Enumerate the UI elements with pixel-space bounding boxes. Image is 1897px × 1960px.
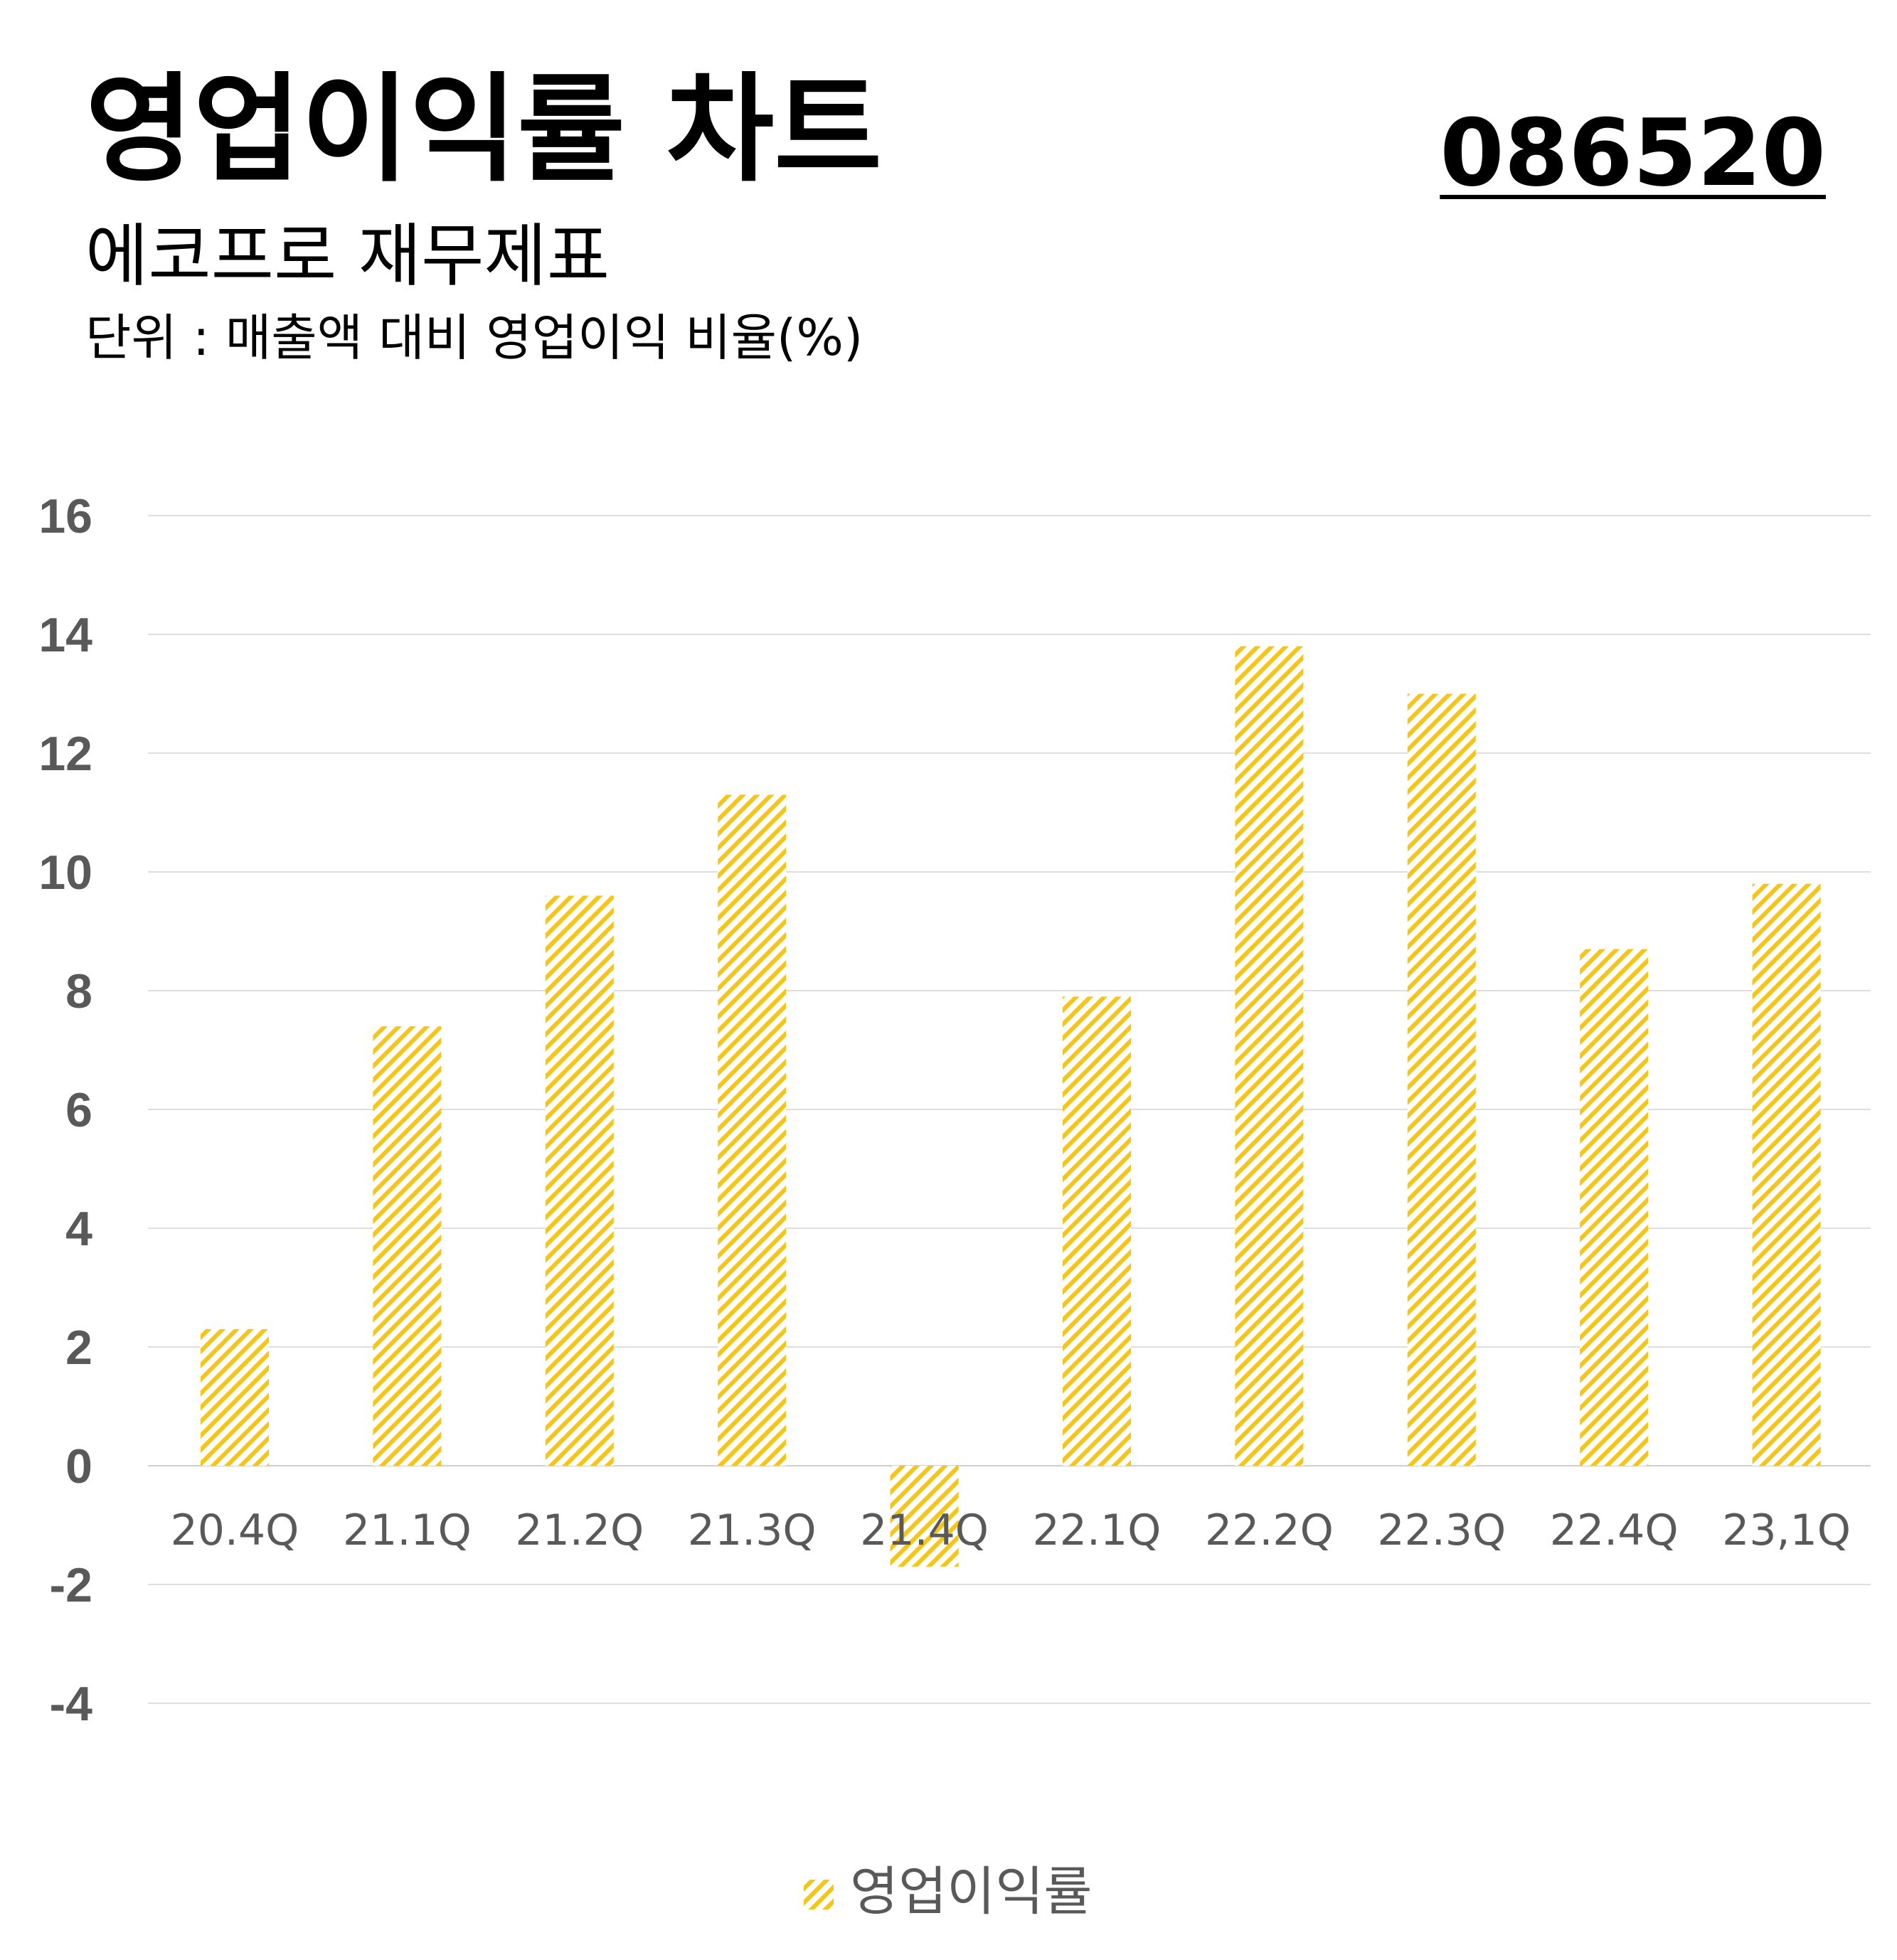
y-tick-label: 0 bbox=[65, 1439, 92, 1493]
bar bbox=[1063, 996, 1131, 1466]
unit-note: 단위 : 매출액 대비 영업이익 비율(%) bbox=[85, 309, 864, 367]
x-tick-label: 21.4Q bbox=[860, 1506, 989, 1555]
x-tick-label: 21.2Q bbox=[515, 1506, 644, 1555]
y-tick-label: 6 bbox=[65, 1083, 92, 1137]
y-tick-label: -4 bbox=[50, 1677, 93, 1731]
legend: 영업이익률 bbox=[804, 1861, 1092, 1922]
bar bbox=[890, 1466, 959, 1567]
x-tick-label: 22.3Q bbox=[1377, 1506, 1506, 1555]
y-tick-label: 12 bbox=[38, 727, 92, 781]
y-axis-ticks: 16 14 12 10 8 6 4 2 0 -2 -4 bbox=[38, 489, 92, 1731]
y-tick-label: 2 bbox=[65, 1321, 92, 1375]
bar bbox=[545, 895, 614, 1466]
y-tick-label: 10 bbox=[38, 846, 92, 900]
bar bbox=[718, 794, 787, 1466]
x-tick-label: 22.2Q bbox=[1205, 1506, 1334, 1555]
x-tick-label: 20.4Q bbox=[171, 1506, 299, 1555]
bar bbox=[1235, 646, 1304, 1466]
bar bbox=[1752, 883, 1821, 1466]
y-tick-label: -2 bbox=[50, 1558, 92, 1612]
x-axis-ticks: 20.4Q 21.1Q 21.2Q 21.3Q 21.4Q 22.1Q 22.2Q 22.3Q… bbox=[171, 1506, 1851, 1555]
bar bbox=[1407, 693, 1476, 1466]
bar bbox=[1580, 949, 1649, 1466]
x-tick-label: 22.1Q bbox=[1033, 1506, 1162, 1555]
y-tick-label: 4 bbox=[65, 1202, 92, 1256]
bar bbox=[201, 1328, 269, 1466]
y-tick-label: 14 bbox=[38, 608, 92, 662]
x-tick-label: 21.3Q bbox=[688, 1506, 817, 1555]
stock-code: 086520 bbox=[1440, 99, 1826, 207]
y-tick-label: 16 bbox=[38, 489, 92, 543]
chart-subtitle: 에코프로 재무제표 bbox=[85, 216, 610, 296]
bars bbox=[201, 646, 1821, 1567]
chart-title: 영업이익률 차트 bbox=[85, 61, 883, 198]
bar bbox=[373, 1026, 442, 1466]
legend-label: 영업이익률 bbox=[850, 1861, 1092, 1922]
y-tick-label: 8 bbox=[65, 964, 92, 1018]
legend-swatch bbox=[804, 1880, 834, 1910]
x-tick-label: 22.4Q bbox=[1550, 1506, 1679, 1555]
x-tick-label: 21.1Q bbox=[343, 1506, 472, 1555]
x-tick-label: 23,1Q bbox=[1722, 1506, 1851, 1555]
